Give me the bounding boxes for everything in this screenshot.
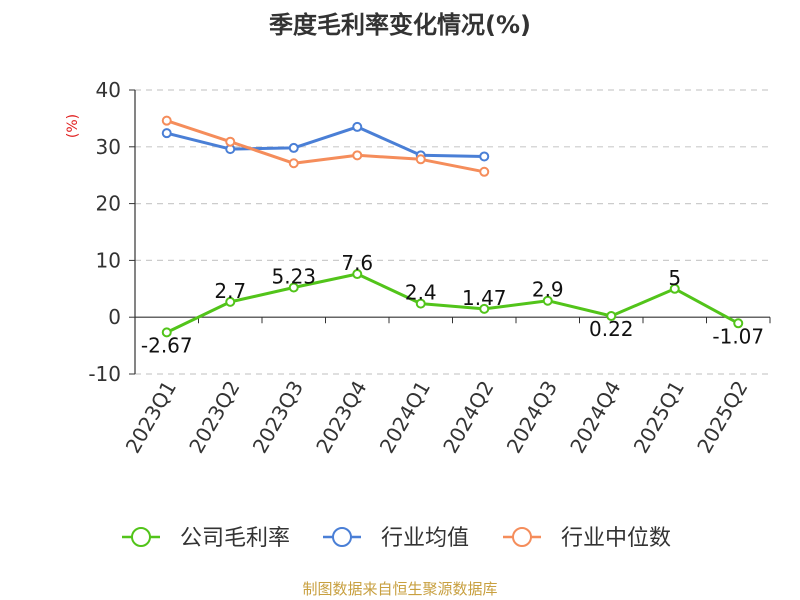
legend-item[interactable]: 行业中位数 [503, 526, 671, 551]
legend[interactable]: 公司毛利率 行业均值 行业中位数 [122, 526, 671, 551]
data-label: 1.47 [462, 286, 507, 310]
legend-item[interactable]: 公司毛利率 [122, 526, 290, 551]
series-0: -2.67 2.7 5.23 7.6 2.4 1.47 2.9 0.22 5 -1.07 [141, 251, 764, 357]
x-tick-label: 2024Q2 [438, 377, 498, 458]
legend-marker [131, 527, 151, 547]
x-tick-label: 2023Q3 [248, 377, 308, 458]
y-tick-label: 10 [96, 248, 121, 272]
x-tick-label: 2024Q3 [502, 377, 562, 458]
legend-marker [512, 527, 532, 547]
data-point[interactable] [225, 136, 236, 147]
axes [129, 89, 771, 375]
data-point[interactable] [161, 128, 172, 139]
series-1 [161, 121, 490, 162]
data-label: -2.67 [141, 333, 193, 357]
legend-item[interactable]: 行业均值 [323, 526, 469, 551]
data-point[interactable] [288, 282, 299, 293]
data-point[interactable] [479, 166, 490, 177]
legend-label: 公司毛利率 [180, 526, 290, 551]
data-label: 0.22 [589, 317, 634, 341]
y-tick-label: 40 [96, 78, 121, 102]
data-point[interactable] [352, 150, 363, 161]
series-group: -2.67 2.7 5.23 7.6 2.4 1.47 2.9 0.22 5 -1.07 [141, 115, 764, 357]
data-point[interactable] [288, 142, 299, 153]
series-line [166, 272, 740, 334]
x-tick-labels: 2023Q1 2023Q2 2023Q3 2023Q4 2024Q1 2024Q2 2024… [121, 377, 753, 458]
y-tick-label: 0 [108, 305, 121, 329]
data-label: 5.23 [271, 264, 316, 288]
legend-marker [332, 527, 352, 547]
data-label: 2.4 [405, 281, 437, 305]
legend-label: 行业中位数 [561, 526, 671, 551]
data-point[interactable] [161, 327, 172, 338]
data-point[interactable] [288, 158, 299, 169]
data-point[interactable] [479, 303, 490, 314]
series-line [166, 125, 485, 158]
series-line [166, 119, 485, 174]
data-point[interactable] [352, 121, 363, 132]
y-tick-labels: -10 0 10 20 30 40 [88, 78, 121, 386]
y-axis-label: (%) [65, 114, 81, 138]
data-point[interactable] [733, 318, 744, 329]
data-label: 5 [668, 266, 681, 290]
y-tick-label: 20 [96, 192, 121, 216]
data-label: -1.07 [712, 324, 764, 348]
data-label: 2.9 [532, 278, 564, 302]
chart-title: 季度毛利率变化情况(%) [269, 11, 531, 39]
data-point[interactable] [415, 154, 426, 165]
x-tick-label: 2024Q4 [565, 377, 625, 458]
data-point[interactable] [606, 310, 617, 321]
data-point[interactable] [161, 115, 172, 126]
data-point[interactable] [479, 151, 490, 162]
y-tick-label: -10 [88, 362, 121, 386]
x-tick-label: 2025Q1 [629, 377, 689, 458]
grid-lines [135, 89, 770, 375]
data-point[interactable] [352, 269, 363, 280]
y-tick-label: 30 [96, 135, 121, 159]
source-note: 制图数据来自恒生聚源数据库 [302, 580, 497, 598]
x-tick-label: 2023Q1 [121, 377, 181, 458]
x-tick-label: 2023Q2 [184, 377, 244, 458]
data-label: 7.6 [341, 251, 373, 275]
series-2 [161, 115, 490, 177]
x-tick-label: 2024Q1 [375, 377, 435, 458]
legend-label: 行业均值 [381, 526, 469, 551]
data-point[interactable] [415, 298, 426, 309]
data-point[interactable] [669, 283, 680, 294]
x-tick-label: 2023Q4 [311, 377, 371, 458]
data-label: 2.7 [214, 279, 246, 303]
data-point[interactable] [225, 296, 236, 307]
x-tick-label: 2025Q2 [692, 377, 752, 458]
data-point[interactable] [542, 295, 553, 306]
